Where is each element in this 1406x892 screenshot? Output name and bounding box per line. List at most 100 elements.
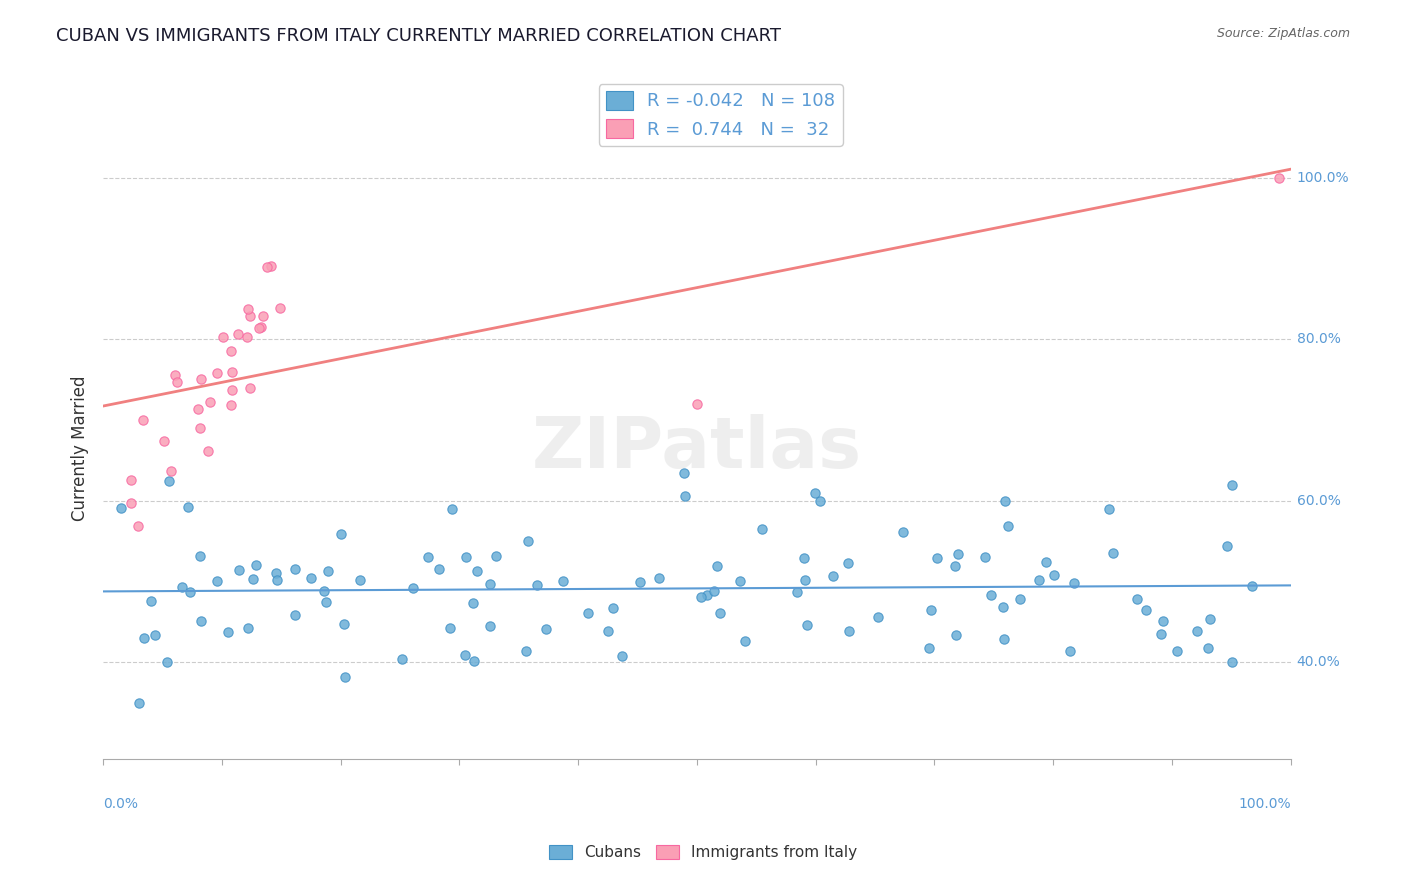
Point (796, 618, 818, 632)
Point (284, 562, 307, 576)
Point (628, 574, 651, 589)
Point (238, 621, 260, 635)
Point (478, 577, 501, 591)
Point (266, 574, 288, 588)
Point (991, 600, 1014, 615)
Point (157, 475, 180, 489)
Point (190, 614, 212, 628)
Point (689, 590, 711, 604)
Point (517, 534, 540, 549)
Point (226, 326, 249, 341)
Point (141, 593, 163, 607)
Text: 100.0%: 100.0% (1296, 170, 1350, 185)
Point (675, 489, 697, 503)
Point (315, 595, 337, 609)
Point (219, 398, 242, 412)
Point (918, 640, 941, 655)
Point (236, 301, 259, 316)
Point (804, 485, 827, 500)
Point (221, 383, 243, 397)
Point (333, 670, 356, 684)
Point (672, 466, 695, 480)
Point (284, 608, 307, 623)
Point (143, 628, 166, 642)
Text: Source: ZipAtlas.com: Source: ZipAtlas.com (1216, 27, 1350, 40)
Point (997, 519, 1019, 533)
Point (728, 574, 751, 588)
Point (994, 493, 1017, 508)
Point (1199, 612, 1222, 626)
Point (269, 301, 291, 315)
Point (1149, 627, 1171, 641)
Point (551, 574, 574, 589)
Point (247, 321, 270, 335)
Point (686, 397, 709, 411)
Point (198, 395, 221, 409)
Point (478, 619, 501, 633)
Point (205, 574, 228, 588)
Point (427, 562, 450, 576)
Point (891, 525, 914, 540)
Point (793, 573, 815, 587)
Point (526, 578, 548, 592)
Point (391, 652, 413, 666)
Point (751, 523, 773, 537)
Point (1098, 501, 1121, 516)
Point (1135, 603, 1157, 617)
Point (110, 500, 132, 515)
Point (1220, 655, 1243, 669)
Point (156, 655, 179, 669)
Point (128, 696, 150, 710)
Point (1059, 643, 1081, 657)
Point (463, 596, 485, 610)
Point (221, 365, 243, 379)
Point (925, 551, 948, 566)
Point (239, 381, 262, 395)
Point (250, 320, 273, 334)
Point (260, 259, 283, 273)
Point (1152, 615, 1174, 629)
Point (440, 501, 463, 516)
Point (242, 572, 264, 586)
Point (943, 558, 966, 573)
Point (838, 624, 860, 638)
Text: ZIPatlas: ZIPatlas (531, 414, 862, 483)
Point (264, 566, 287, 581)
Point (696, 588, 718, 602)
Point (160, 464, 183, 478)
Point (245, 558, 267, 573)
Point (127, 519, 149, 533)
Point (163, 368, 186, 382)
Point (1197, 641, 1219, 656)
Text: 80.0%: 80.0% (1296, 332, 1340, 346)
Point (602, 601, 624, 615)
Point (134, 632, 156, 646)
Point (920, 602, 942, 616)
Point (703, 583, 725, 598)
Point (132, 413, 155, 427)
Point (463, 654, 485, 668)
Point (454, 648, 477, 663)
Point (166, 376, 188, 390)
Point (301, 571, 323, 585)
Point (1008, 591, 1031, 606)
Point (709, 606, 731, 620)
Point (416, 550, 439, 565)
Point (179, 585, 201, 599)
Point (333, 616, 356, 631)
Point (576, 606, 599, 620)
Point (187, 402, 209, 417)
Point (439, 621, 461, 635)
Point (228, 563, 250, 577)
Point (515, 644, 537, 658)
Point (1216, 539, 1239, 553)
Point (177, 500, 200, 514)
Point (1101, 546, 1123, 560)
Text: 0.0%: 0.0% (103, 797, 138, 811)
Point (485, 549, 508, 563)
Y-axis label: Currently Married: Currently Married (72, 376, 89, 521)
Text: 100.0%: 100.0% (1239, 797, 1291, 811)
Legend: R = -0.042   N = 108, R =  0.744   N =  32: R = -0.042 N = 108, R = 0.744 N = 32 (599, 84, 842, 146)
Point (219, 344, 242, 359)
Point (868, 610, 890, 624)
